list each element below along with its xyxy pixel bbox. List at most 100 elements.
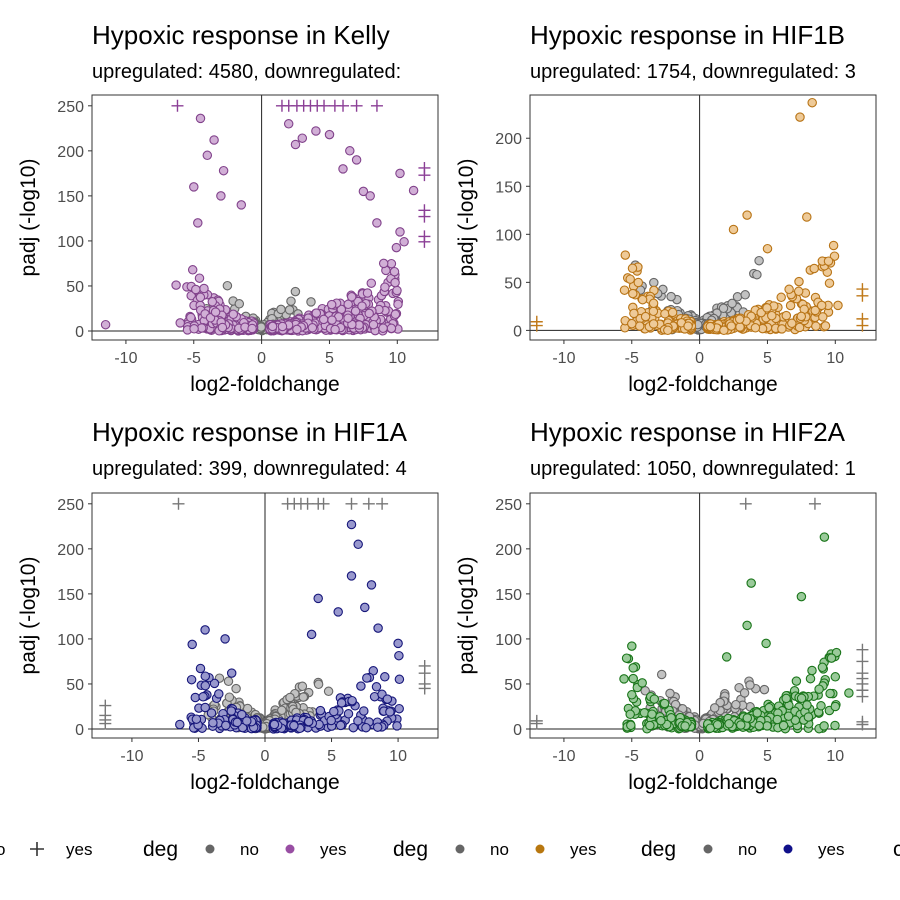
y-tick-label: 200 bbox=[57, 144, 84, 161]
point-deg-yes bbox=[353, 716, 363, 726]
point-deg-yes bbox=[667, 307, 678, 318]
point-deg-yes bbox=[721, 652, 732, 662]
point-deg-yes bbox=[619, 674, 629, 684]
point-deg-yes bbox=[195, 113, 206, 124]
x-tick-label: -5 bbox=[187, 350, 201, 367]
legend-label: no bbox=[490, 840, 509, 859]
chart-subtitle: upregulated: 399, downregulated: 4 bbox=[92, 458, 407, 480]
y-tick-label: 200 bbox=[495, 131, 522, 148]
point-deg-no bbox=[297, 681, 308, 692]
x-tick-label: 5 bbox=[763, 748, 772, 765]
point-deg-yes bbox=[620, 250, 631, 260]
point-deg-yes bbox=[807, 97, 817, 108]
point-deg-yes bbox=[351, 155, 362, 165]
point-deg-yes bbox=[373, 623, 383, 633]
y-tick-label: 150 bbox=[495, 179, 522, 196]
point-deg-yes bbox=[393, 638, 403, 649]
point-deg-yes bbox=[628, 673, 638, 684]
point-deg-yes bbox=[200, 702, 210, 713]
x-tick-label: -10 bbox=[552, 350, 575, 367]
point-deg-yes bbox=[194, 273, 205, 283]
point-deg-yes bbox=[237, 709, 247, 720]
point-deg-no bbox=[759, 684, 770, 695]
x-tick-label: 0 bbox=[695, 748, 704, 765]
point-deg-yes bbox=[796, 693, 807, 704]
point-deg-no bbox=[709, 703, 720, 713]
point-deg-yes bbox=[648, 319, 659, 329]
capped-point-marker bbox=[99, 717, 112, 730]
point-deg-yes bbox=[226, 668, 237, 678]
point-deg-yes bbox=[784, 284, 794, 295]
point-deg-yes bbox=[365, 191, 375, 201]
chart-subtitle: upregulated: 1050, downregulated: 1 bbox=[530, 458, 856, 480]
capped-point-marker bbox=[350, 99, 363, 112]
point-deg-no bbox=[223, 676, 234, 687]
point-deg-yes bbox=[357, 301, 367, 311]
point-deg-yes bbox=[360, 602, 370, 613]
capped-point-marker bbox=[362, 497, 375, 510]
point-deg-yes bbox=[242, 716, 252, 726]
point-deg-yes bbox=[752, 708, 762, 718]
capped-point-marker bbox=[418, 682, 431, 695]
point-deg-yes bbox=[783, 711, 794, 721]
capped-point-marker bbox=[317, 497, 330, 510]
point-deg-no bbox=[286, 296, 296, 306]
point-deg-yes bbox=[811, 321, 821, 331]
point-deg-yes bbox=[269, 719, 280, 730]
point-deg-yes bbox=[628, 288, 638, 299]
point-deg-no bbox=[313, 679, 324, 690]
point-deg-yes bbox=[742, 713, 753, 723]
x-tick-label: 10 bbox=[826, 748, 844, 765]
point-deg-yes bbox=[290, 139, 301, 150]
x-tick-label: 10 bbox=[826, 350, 844, 367]
point-deg-yes bbox=[787, 318, 797, 329]
point-deg-yes bbox=[826, 653, 837, 663]
point-deg-yes bbox=[390, 309, 401, 320]
point-deg-yes bbox=[209, 135, 219, 145]
point-deg-yes bbox=[816, 701, 826, 711]
point-deg-yes bbox=[637, 294, 648, 305]
chart-subtitle: upregulated: 4580, downregulated: bbox=[92, 61, 401, 83]
point-deg-yes bbox=[619, 285, 630, 295]
capped-point-marker bbox=[856, 289, 869, 302]
point-deg-yes bbox=[343, 299, 353, 310]
point-deg-yes bbox=[728, 224, 739, 235]
point-deg-yes bbox=[175, 318, 185, 328]
x-axis-label: log2-foldchange bbox=[628, 373, 777, 396]
point-deg-yes bbox=[795, 112, 805, 122]
legend-dot-key bbox=[535, 844, 545, 854]
chart-title: Hypoxic response in HIF1A bbox=[92, 417, 408, 447]
y-tick-label: 250 bbox=[495, 497, 522, 514]
point-deg-yes bbox=[820, 321, 831, 331]
point-deg-yes bbox=[742, 210, 752, 220]
point-deg-yes bbox=[777, 324, 787, 334]
point-deg-yes bbox=[810, 305, 820, 316]
point-deg-yes bbox=[175, 719, 185, 730]
point-deg-yes bbox=[833, 300, 843, 311]
point-deg-yes bbox=[353, 539, 363, 550]
legend-label: yes bbox=[66, 840, 92, 859]
point-deg-yes bbox=[781, 310, 792, 321]
legend-dot-key bbox=[205, 844, 215, 854]
point-deg-no bbox=[256, 322, 266, 332]
capped-point-marker bbox=[856, 718, 869, 731]
point-deg-yes bbox=[195, 663, 206, 674]
x-tick-label: -10 bbox=[120, 748, 143, 765]
point-deg-no bbox=[231, 683, 241, 694]
point-deg-yes bbox=[333, 607, 343, 617]
point-deg-yes bbox=[637, 678, 647, 688]
point-deg-yes bbox=[187, 265, 198, 275]
point-deg-no bbox=[224, 692, 235, 702]
y-tick-label: 250 bbox=[57, 99, 84, 116]
point-deg-yes bbox=[221, 720, 231, 731]
y-tick-label: 150 bbox=[57, 189, 84, 206]
point-deg-yes bbox=[712, 720, 723, 730]
point-deg-yes bbox=[329, 706, 339, 717]
point-deg-yes bbox=[828, 240, 839, 251]
points-layer bbox=[92, 95, 438, 340]
legend-title: deg bbox=[393, 838, 428, 861]
point-deg-yes bbox=[210, 307, 221, 317]
x-tick-label: -5 bbox=[625, 350, 639, 367]
point-deg-yes bbox=[627, 641, 637, 651]
point-deg-yes bbox=[385, 707, 395, 717]
